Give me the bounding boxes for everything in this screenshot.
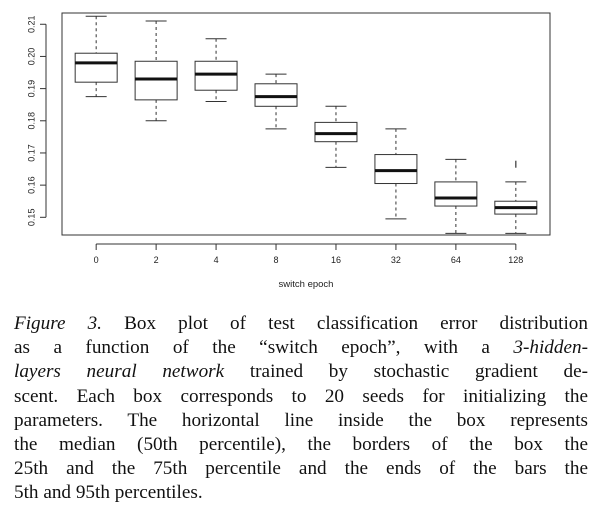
x-tick-label: 16: [331, 255, 341, 265]
caption-line: layers neural network trained by stochas…: [14, 360, 588, 384]
y-tick-label: 0.19: [26, 80, 36, 98]
caption-text: parameters. The horizontal line inside t…: [14, 409, 588, 431]
caption-text: trained by stochastic gradient de-: [224, 361, 588, 383]
box-128: [494, 160, 538, 234]
caption-italic-text: layers neural network: [14, 361, 225, 383]
box-32: [374, 128, 418, 220]
y-tick-label: 0.20: [26, 48, 36, 66]
caption-line: as a function of the “switch epoch”, wit…: [14, 336, 588, 360]
box-2: [134, 20, 178, 122]
box-body: [134, 60, 178, 101]
box-body: [74, 52, 118, 83]
x-tick-label: 32: [391, 255, 401, 265]
caption-italic-text: 3-hidden-: [513, 337, 588, 359]
figure-caption: Figure 3. Box plot of test classificatio…: [14, 312, 588, 506]
box-64: [434, 158, 478, 234]
caption-line: 25th and the 75th percentile and the end…: [14, 457, 588, 481]
y-tick-label: 0.18: [26, 112, 36, 130]
caption-text: as a function of the “switch epoch”, wit…: [14, 337, 514, 359]
box-body: [314, 121, 358, 143]
y-tick-label: 0.21: [26, 15, 36, 33]
caption-italic-text: Figure 3.: [14, 313, 102, 334]
box-body: [374, 154, 418, 185]
caption-text: Box plot of test classification error di…: [101, 313, 588, 334]
x-tick-label: 64: [451, 255, 461, 265]
caption-line: Figure 3. Box plot of test classificatio…: [14, 312, 588, 336]
x-tick-label: 8: [274, 255, 279, 265]
x-axis-label: switch epoch: [279, 279, 334, 290]
caption-text: 5th and 95th percentiles.: [14, 482, 203, 504]
box-4: [194, 38, 238, 102]
caption-line: 5th and 95th percentiles.: [14, 481, 588, 505]
caption-text: the median (50th percentile), the border…: [14, 434, 588, 456]
y-axis: 0.15 0.16 0.17 0.18 0.19 0.20 0.21: [26, 15, 47, 227]
y-tick-label: 0.17: [26, 144, 36, 162]
caption-line: parameters. The horizontal line inside t…: [14, 409, 588, 433]
box-8: [254, 73, 298, 130]
boxes: [74, 15, 538, 234]
box-body: [194, 60, 238, 91]
box-body: [254, 83, 298, 107]
caption-text: scent. Each box corresponds to 20 seeds …: [14, 385, 588, 407]
caption-line: the median (50th percentile), the border…: [14, 433, 588, 457]
caption-text: 25th and the 75th percentile and the end…: [14, 458, 588, 480]
x-tick-label: 4: [214, 255, 219, 265]
x-tick-label: 128: [508, 255, 523, 265]
box-body: [434, 181, 478, 207]
box-16: [314, 105, 358, 168]
x-tick-label: 0: [94, 255, 99, 265]
box-0: [74, 15, 118, 98]
x-tick-label: 2: [154, 255, 159, 265]
caption-line: scent. Each box corresponds to 20 seeds …: [14, 385, 588, 409]
plot-frame: [61, 12, 551, 236]
x-axis: 0 2 4 8 16 32 64 128: [94, 243, 523, 265]
box-plot: 0.15 0.16 0.17 0.18 0.19 0.20 0.21 0 2 4 8 16 32 64 1…: [26, 12, 551, 290]
y-tick-label: 0.16: [26, 176, 36, 194]
y-tick-label: 0.15: [26, 209, 36, 227]
